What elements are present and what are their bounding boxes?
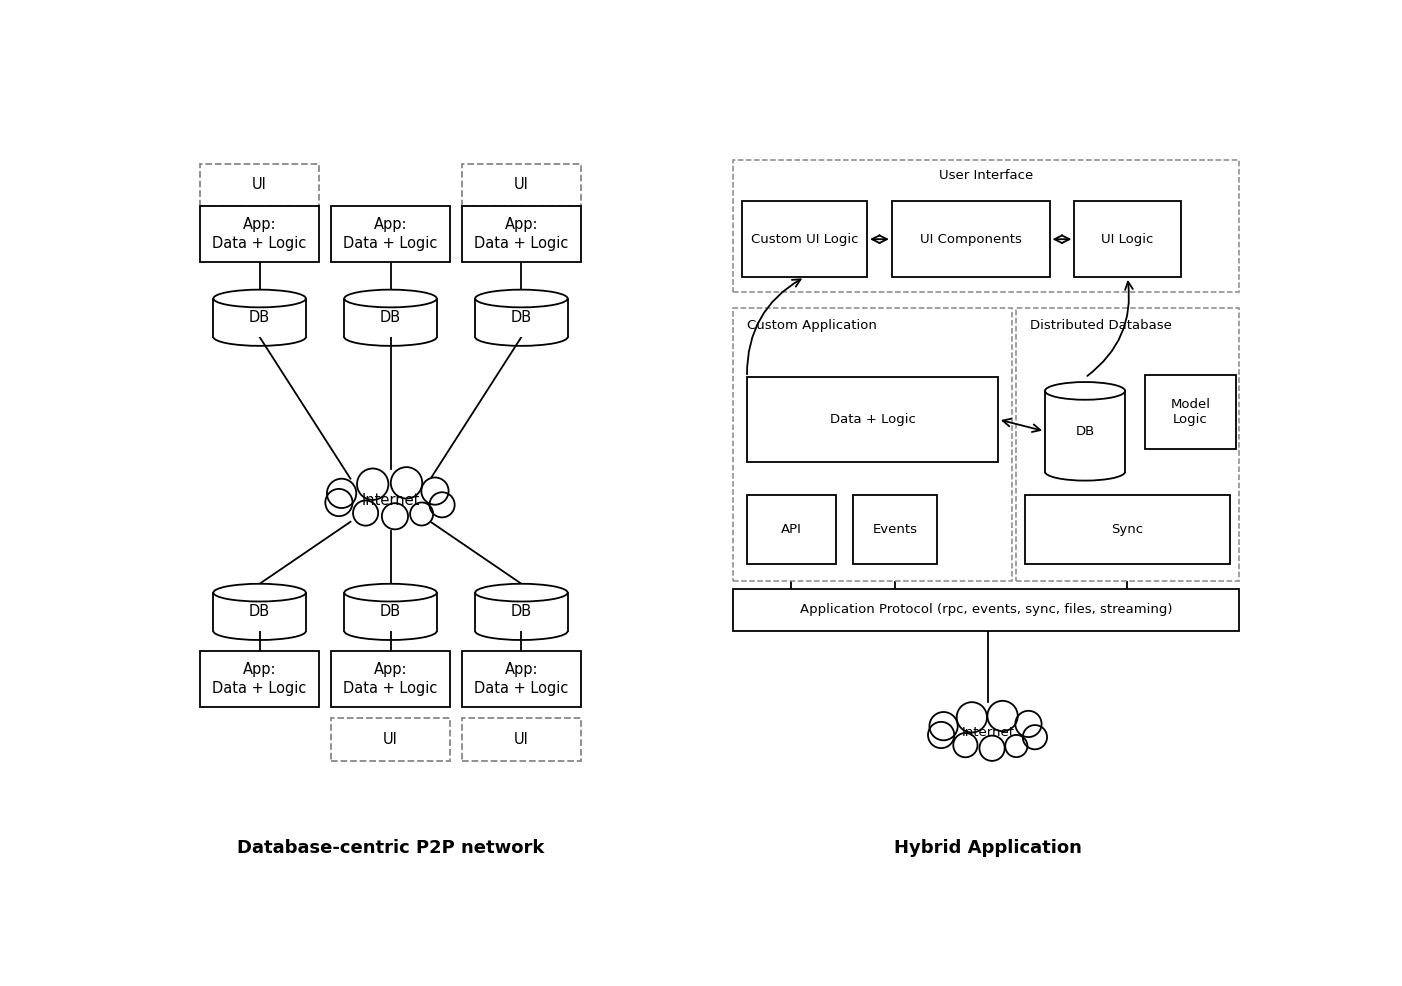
FancyBboxPatch shape	[200, 206, 320, 261]
Text: Distributed Database: Distributed Database	[1029, 318, 1172, 331]
Text: App:: App:	[243, 663, 276, 677]
FancyBboxPatch shape	[356, 485, 425, 515]
FancyArrowPatch shape	[1088, 282, 1133, 376]
Text: UI: UI	[252, 177, 266, 192]
FancyBboxPatch shape	[1025, 495, 1230, 564]
FancyArrowPatch shape	[747, 279, 801, 375]
Ellipse shape	[213, 584, 306, 601]
Circle shape	[381, 503, 408, 529]
Circle shape	[429, 492, 454, 518]
Text: DB: DB	[250, 311, 271, 325]
Text: DB: DB	[510, 604, 531, 619]
FancyBboxPatch shape	[1145, 376, 1237, 449]
Text: Data + Logic: Data + Logic	[213, 680, 307, 695]
Text: App:: App:	[374, 663, 407, 677]
Circle shape	[930, 712, 958, 740]
FancyBboxPatch shape	[956, 719, 1019, 747]
FancyBboxPatch shape	[213, 593, 306, 631]
Circle shape	[327, 479, 356, 508]
Text: Model
Logic: Model Logic	[1171, 398, 1210, 426]
Circle shape	[353, 501, 379, 526]
Text: User Interface: User Interface	[939, 170, 1033, 182]
Text: Internet: Internet	[962, 727, 1015, 740]
FancyBboxPatch shape	[213, 299, 306, 337]
Text: Internet: Internet	[362, 493, 419, 508]
Text: UI Components: UI Components	[920, 233, 1022, 246]
FancyBboxPatch shape	[331, 651, 450, 707]
Circle shape	[987, 701, 1018, 732]
Text: Custom Application: Custom Application	[747, 318, 876, 331]
Text: UI: UI	[515, 177, 529, 192]
Circle shape	[358, 468, 388, 500]
Text: DB: DB	[510, 311, 531, 325]
Text: Events: Events	[872, 523, 917, 536]
Text: DB: DB	[380, 604, 401, 619]
Circle shape	[956, 702, 987, 733]
Circle shape	[391, 467, 422, 499]
Text: Data + Logic: Data + Logic	[343, 680, 437, 695]
FancyBboxPatch shape	[345, 593, 436, 631]
Ellipse shape	[475, 290, 568, 308]
FancyBboxPatch shape	[733, 589, 1239, 631]
Ellipse shape	[1044, 382, 1124, 399]
Text: Application Protocol (rpc, events, sync, files, streaming): Application Protocol (rpc, events, sync,…	[801, 603, 1172, 616]
FancyBboxPatch shape	[331, 718, 450, 760]
Text: DB: DB	[1075, 425, 1095, 438]
Text: Data + Logic: Data + Logic	[830, 413, 916, 426]
Circle shape	[1023, 725, 1047, 749]
FancyBboxPatch shape	[733, 160, 1239, 292]
FancyBboxPatch shape	[461, 718, 580, 760]
Circle shape	[953, 733, 977, 757]
Ellipse shape	[475, 584, 568, 601]
Text: App:: App:	[374, 217, 407, 232]
FancyBboxPatch shape	[1015, 308, 1239, 581]
Text: API: API	[781, 523, 802, 536]
Text: App:: App:	[505, 663, 538, 677]
FancyBboxPatch shape	[892, 201, 1050, 277]
Circle shape	[1005, 735, 1028, 757]
Circle shape	[325, 489, 352, 516]
Text: Hybrid Application: Hybrid Application	[894, 839, 1082, 857]
FancyBboxPatch shape	[852, 495, 937, 564]
FancyBboxPatch shape	[747, 495, 836, 564]
Text: App:: App:	[243, 217, 276, 232]
FancyBboxPatch shape	[1044, 390, 1124, 471]
FancyBboxPatch shape	[1074, 201, 1180, 277]
Text: UI: UI	[383, 732, 398, 746]
Circle shape	[928, 722, 955, 748]
Circle shape	[422, 477, 449, 505]
FancyBboxPatch shape	[200, 651, 320, 707]
Ellipse shape	[345, 290, 436, 308]
FancyBboxPatch shape	[733, 308, 1012, 581]
Circle shape	[1015, 711, 1042, 738]
FancyBboxPatch shape	[475, 299, 568, 337]
Text: DB: DB	[380, 311, 401, 325]
FancyBboxPatch shape	[461, 651, 580, 707]
FancyBboxPatch shape	[345, 299, 436, 337]
Text: Database-centric P2P network: Database-centric P2P network	[237, 839, 544, 857]
FancyBboxPatch shape	[475, 593, 568, 631]
Text: Data + Logic: Data + Logic	[213, 236, 307, 250]
Text: App:: App:	[505, 217, 538, 232]
FancyBboxPatch shape	[331, 206, 450, 261]
FancyBboxPatch shape	[200, 164, 320, 206]
Circle shape	[980, 736, 1005, 761]
Circle shape	[411, 503, 433, 526]
Ellipse shape	[345, 584, 436, 601]
Text: UI: UI	[515, 732, 529, 746]
Text: Data + Logic: Data + Logic	[474, 236, 569, 250]
Text: Sync: Sync	[1112, 523, 1144, 536]
FancyBboxPatch shape	[461, 164, 580, 206]
FancyBboxPatch shape	[461, 206, 580, 261]
Ellipse shape	[213, 290, 306, 308]
Text: Data + Logic: Data + Logic	[343, 236, 437, 250]
FancyBboxPatch shape	[747, 377, 998, 461]
Text: Data + Logic: Data + Logic	[474, 680, 569, 695]
Text: UI Logic: UI Logic	[1101, 233, 1154, 246]
FancyBboxPatch shape	[743, 201, 866, 277]
Text: DB: DB	[250, 604, 271, 619]
Text: Custom UI Logic: Custom UI Logic	[751, 233, 858, 246]
